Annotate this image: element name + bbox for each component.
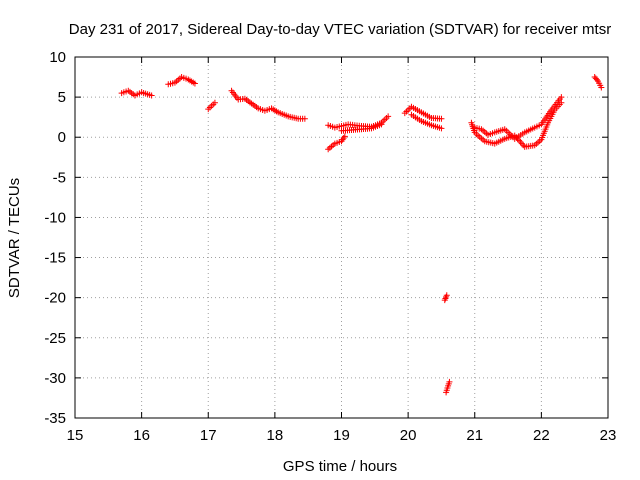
x-tick-label: 19 xyxy=(333,427,350,444)
data-point xyxy=(438,125,445,132)
chart-title: Day 231 of 2017, Sidereal Day-to-day VTE… xyxy=(69,21,611,38)
x-tick-label: 18 xyxy=(267,427,284,444)
x-tick-label: 20 xyxy=(400,427,417,444)
y-tick-label: -10 xyxy=(44,209,66,226)
y-tick-label: 10 xyxy=(49,49,66,66)
x-tick-label: 15 xyxy=(67,427,84,444)
x-tick-label: 22 xyxy=(533,427,550,444)
data-point xyxy=(443,292,450,299)
data-point xyxy=(598,84,605,91)
y-tick-label: -25 xyxy=(44,330,66,347)
y-tick-label: -5 xyxy=(53,169,66,186)
y-tick-label: -20 xyxy=(44,290,66,307)
y-axis-label: SDTVAR / TECUs xyxy=(6,178,23,298)
x-axis: 15 16 17 18 19 20 21 22 23 xyxy=(67,57,617,444)
data-point xyxy=(341,133,348,140)
x-tick-label: 23 xyxy=(600,427,617,444)
data-points xyxy=(118,74,605,396)
y-tick-label: -35 xyxy=(44,410,66,427)
x-tick-label: 17 xyxy=(200,427,217,444)
y-axis: 10 5 0 -5 -10 -15 -20 -25 -30 -35 xyxy=(44,49,608,427)
y-tick-label: -30 xyxy=(44,370,66,387)
x-tick-label: 16 xyxy=(133,427,150,444)
x-axis-label: GPS time / hours xyxy=(283,458,397,475)
data-point xyxy=(558,94,565,101)
x-tick-label: 21 xyxy=(466,427,483,444)
data-point xyxy=(191,80,198,87)
data-point xyxy=(593,76,600,83)
data-point xyxy=(148,92,155,99)
y-tick-label: 5 xyxy=(58,89,66,106)
data-point xyxy=(301,115,308,122)
grid-lines xyxy=(75,57,608,418)
data-point xyxy=(378,121,385,128)
data-point xyxy=(446,378,453,385)
data-point xyxy=(385,113,392,120)
y-tick-label: -15 xyxy=(44,250,66,267)
data-point xyxy=(438,115,445,122)
data-point xyxy=(211,99,218,106)
y-tick-label: 0 xyxy=(58,129,66,146)
